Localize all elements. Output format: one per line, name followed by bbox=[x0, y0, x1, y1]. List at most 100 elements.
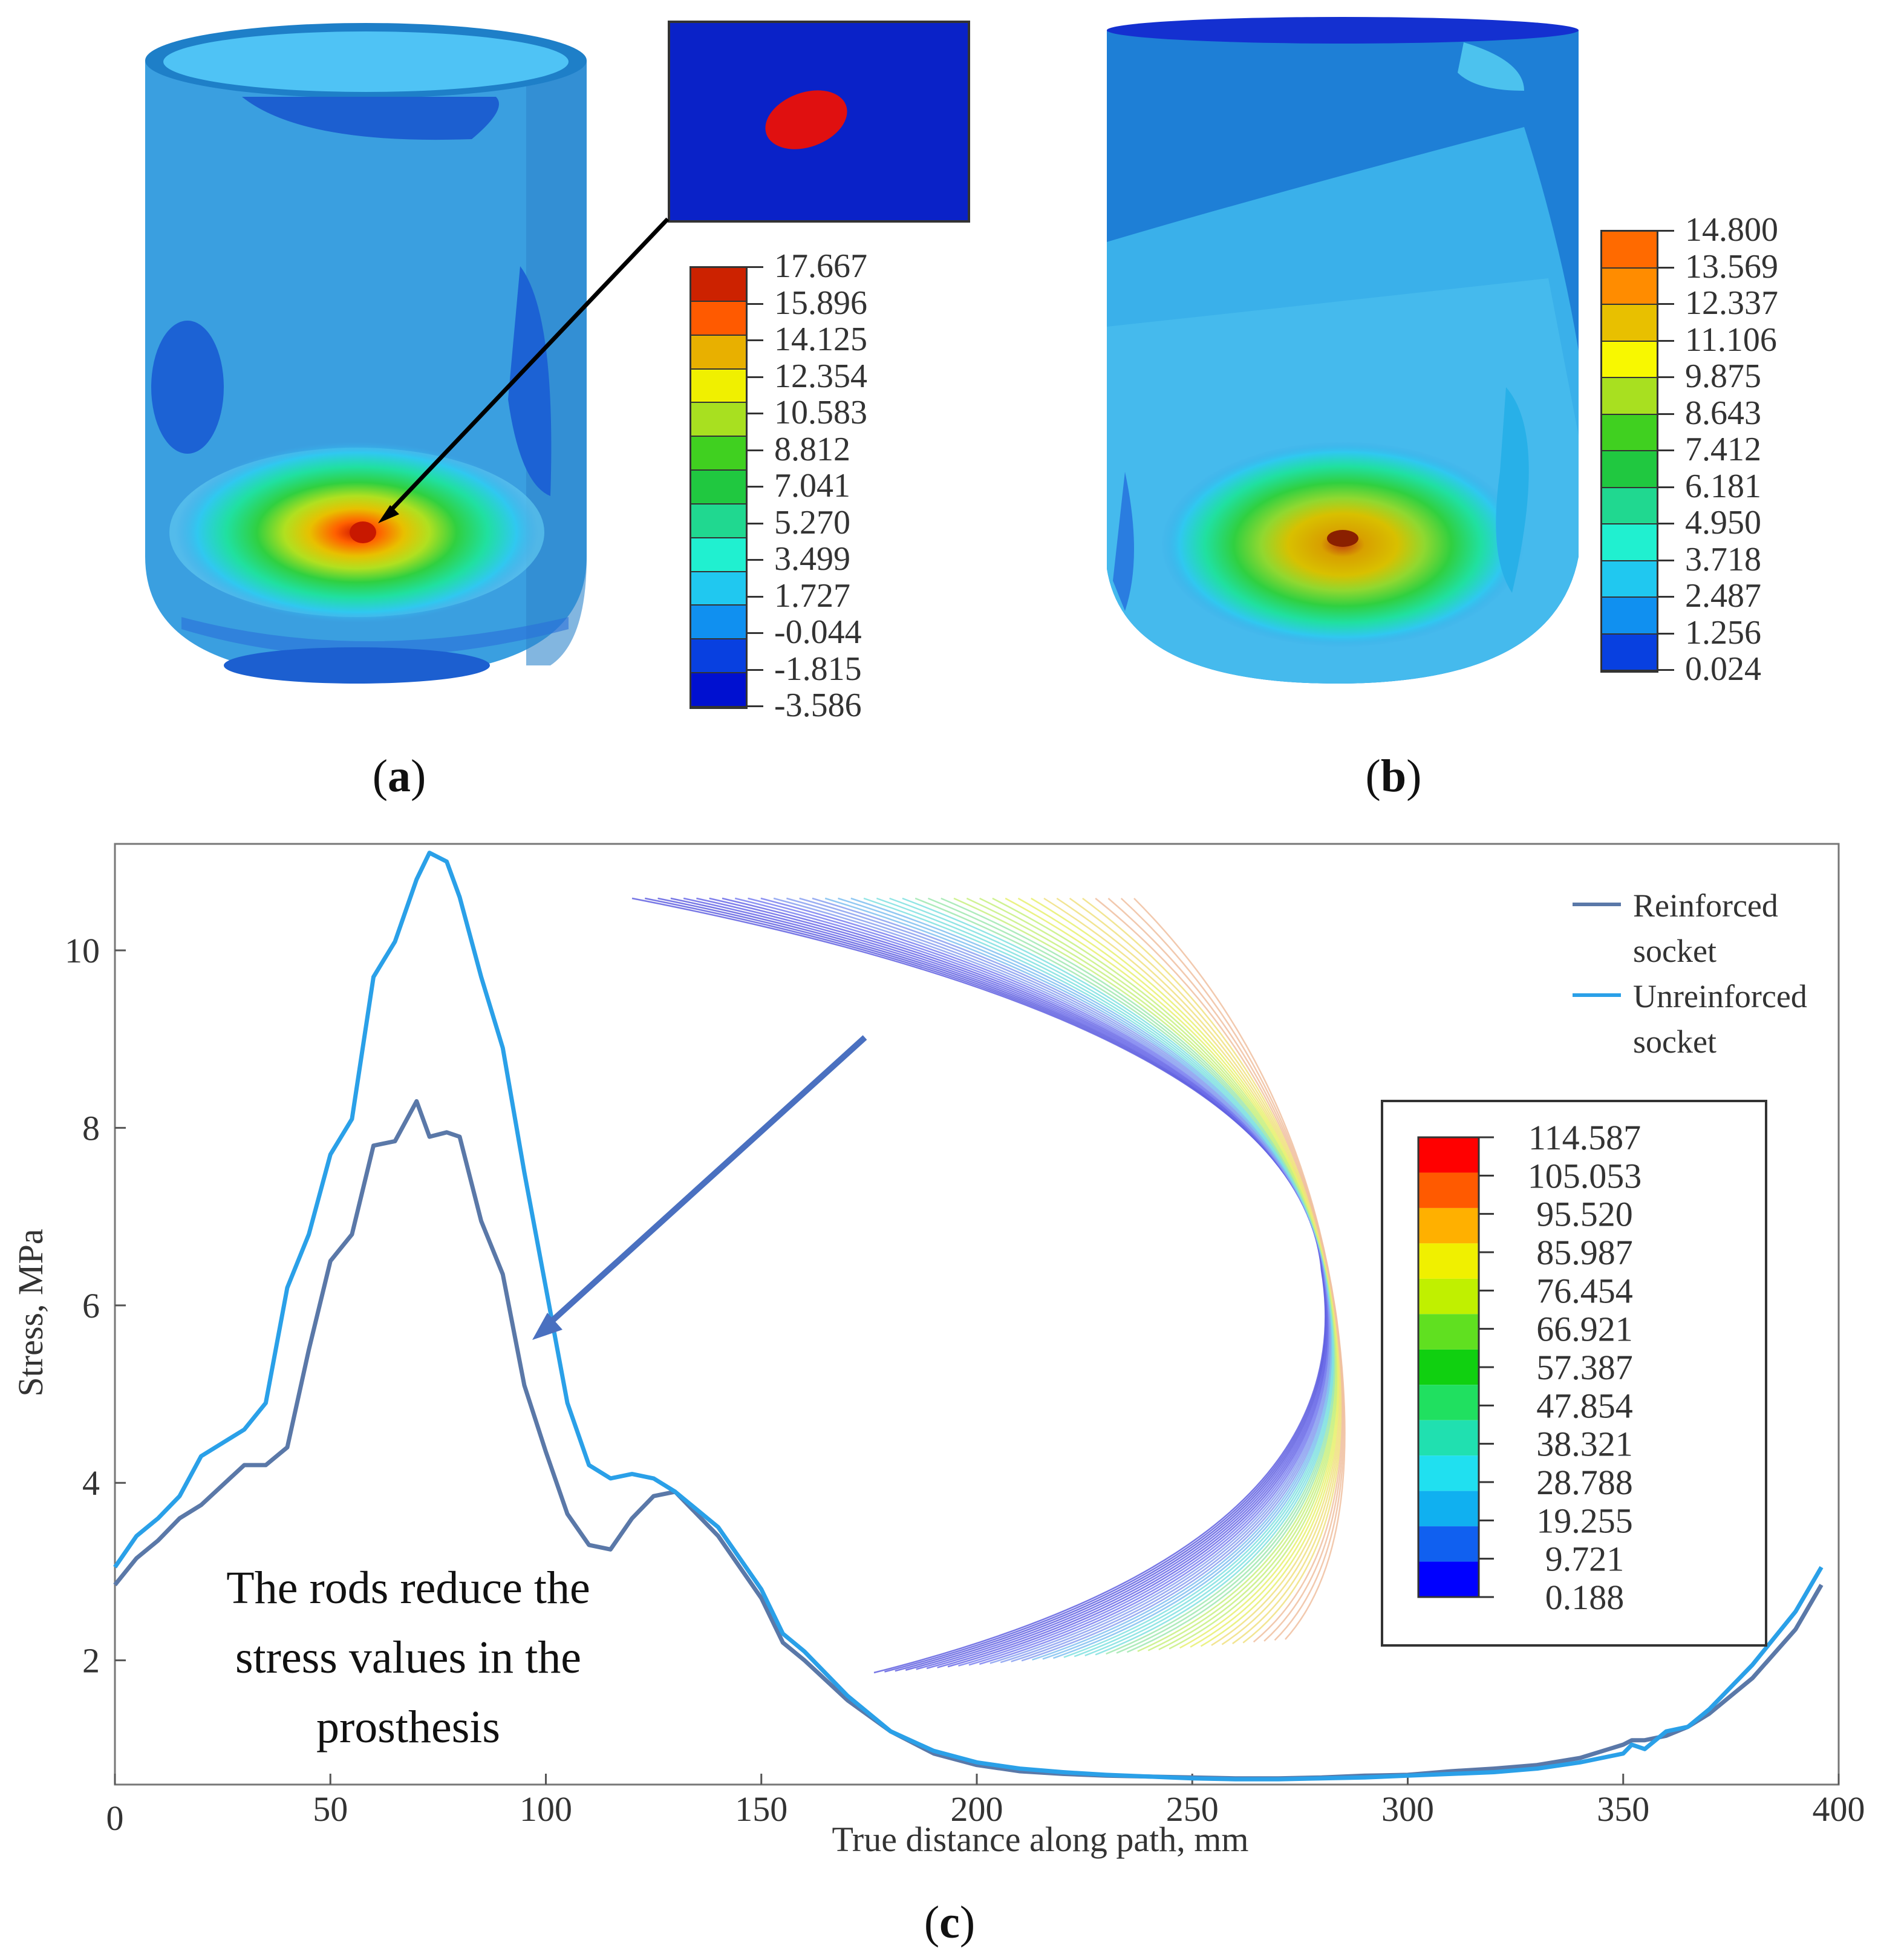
reduction-arrow-head bbox=[532, 1313, 562, 1340]
legend-b-tick bbox=[1658, 486, 1674, 488]
legend-a-tick bbox=[748, 486, 763, 488]
legend-a-value: 5.270 bbox=[774, 503, 850, 541]
x-axis-label: True distance along path, mm bbox=[832, 1820, 1249, 1859]
x-tick-label: 150 bbox=[735, 1789, 787, 1829]
legend-label-unreinforced-1: Unreinforced bbox=[1633, 978, 1807, 1014]
legend-a-value: 12.354 bbox=[774, 357, 867, 395]
legend-b-value: 12.337 bbox=[1685, 284, 1778, 322]
x-tick-label: 200 bbox=[951, 1789, 1003, 1829]
chart-series bbox=[113, 851, 1824, 1782]
legend-a-value: 10.583 bbox=[774, 394, 867, 431]
legend-c-color-segment bbox=[1418, 1526, 1479, 1562]
legend-b-value: 14.800 bbox=[1685, 211, 1778, 249]
legend-a-color-segment bbox=[691, 639, 746, 674]
annotation-line-3: prosthesis bbox=[316, 1702, 500, 1753]
stress-chart: 0 50 100 150 200 250 300 350 400 2 4 6 8 10 The rods … bbox=[11, 843, 1865, 1859]
legend-a-color-segment bbox=[691, 437, 746, 471]
legend-a-tick bbox=[748, 705, 763, 707]
legend-c-color-segment bbox=[1418, 1349, 1479, 1385]
x-tick-label: 350 bbox=[1597, 1789, 1649, 1829]
legend-c-color-segment bbox=[1418, 1420, 1479, 1456]
socket-a-model bbox=[145, 23, 587, 684]
legend-c-value: 57.387 bbox=[1536, 1348, 1633, 1387]
legend-b-color-segment bbox=[1602, 524, 1657, 561]
legend-b-tick bbox=[1658, 669, 1674, 671]
legend-b-tick bbox=[1658, 596, 1674, 598]
y-axis-label: Stress, MPa bbox=[11, 1229, 50, 1396]
legend-c-color-segment bbox=[1418, 1455, 1479, 1491]
legend-b-tick bbox=[1658, 303, 1674, 305]
legend-c-value: 28.788 bbox=[1536, 1463, 1633, 1502]
legend-b-value: 9.875 bbox=[1685, 358, 1761, 395]
legend-a-value: 3.499 bbox=[774, 540, 850, 578]
reduction-arrow bbox=[542, 1035, 867, 1330]
series-reinforced-line bbox=[113, 1099, 1824, 1781]
y-tick-label: 2 bbox=[82, 1641, 100, 1681]
legend-a-value: 8.812 bbox=[774, 430, 850, 468]
legend-a-tick bbox=[748, 266, 763, 268]
legend-b-color-segment bbox=[1602, 451, 1657, 488]
legend-label-unreinforced-2: socket bbox=[1633, 1024, 1716, 1060]
legend-c-value: 9.721 bbox=[1545, 1540, 1625, 1579]
legend-b-tick bbox=[1658, 449, 1674, 451]
legend-a-tick bbox=[748, 339, 763, 341]
legend-a-color-segment bbox=[691, 538, 746, 572]
legend-a: 17.667 15.896 14.125 12.354 10.583 8.812 7.041… bbox=[689, 249, 931, 722]
legend-a-value: -1.815 bbox=[774, 650, 862, 688]
panel-a-label: (a) bbox=[372, 751, 426, 802]
socket-b-model bbox=[1107, 17, 1579, 684]
legend-a-color-segment bbox=[691, 504, 746, 538]
callout-arrow bbox=[378, 217, 670, 523]
legend-a-color-segment bbox=[691, 335, 746, 370]
legend-c-value: 66.921 bbox=[1536, 1310, 1633, 1349]
legend-a-value: 14.125 bbox=[774, 321, 867, 358]
legend-c-color-segment bbox=[1418, 1137, 1479, 1173]
legend-c-color-segment bbox=[1418, 1243, 1479, 1279]
panel-b-label: (b) bbox=[1365, 751, 1422, 802]
legend-a-color-segment bbox=[691, 301, 746, 336]
legend-a-tick bbox=[748, 376, 763, 378]
x-tick-label: 50 bbox=[313, 1789, 348, 1829]
legend-b-value: 8.643 bbox=[1685, 394, 1761, 432]
legend-c-color-segment bbox=[1418, 1207, 1479, 1244]
legend-c-value: 105.053 bbox=[1528, 1156, 1642, 1195]
legend-b-color-segment bbox=[1602, 488, 1657, 524]
legend-c-value: 19.255 bbox=[1536, 1501, 1633, 1540]
legend-b-value: 2.487 bbox=[1685, 577, 1761, 615]
legend-label-reinforced-1: Reinforced bbox=[1633, 887, 1778, 924]
legend-a-color-segment bbox=[691, 606, 746, 640]
rod-curve bbox=[1133, 898, 1346, 1640]
legend-b-tick bbox=[1658, 559, 1674, 561]
legend-c-color-segment bbox=[1418, 1385, 1479, 1420]
legend-c-value: 85.987 bbox=[1536, 1233, 1633, 1272]
y-tick-label: 6 bbox=[82, 1286, 100, 1325]
legend-c-value: 95.520 bbox=[1536, 1195, 1633, 1234]
legend-label-reinforced-2: socket bbox=[1633, 933, 1716, 969]
legend-b-colorbar bbox=[1600, 230, 1658, 673]
legend-b-color-segment bbox=[1602, 634, 1657, 671]
legend-b-color-segment bbox=[1602, 378, 1657, 415]
legend-b-value: 4.950 bbox=[1685, 504, 1761, 541]
legend-b-value: 7.412 bbox=[1685, 431, 1761, 468]
rod-fan-model bbox=[631, 897, 1346, 1674]
legend-a-value: -3.586 bbox=[774, 687, 862, 724]
legend-b-tick bbox=[1658, 376, 1674, 378]
legend-a-color-segment bbox=[691, 403, 746, 437]
legend-c-value: 47.854 bbox=[1536, 1386, 1633, 1425]
legend-c-value: 76.454 bbox=[1536, 1271, 1633, 1310]
legend-b-value: 13.569 bbox=[1685, 247, 1778, 286]
legend-b-value: 6.181 bbox=[1685, 467, 1761, 505]
legend-a-color-segment bbox=[691, 369, 746, 403]
legend-a-tick bbox=[748, 559, 763, 561]
legend-b-value: 3.718 bbox=[1685, 540, 1761, 578]
legend-b-tick bbox=[1658, 413, 1674, 415]
annotation-line-2: stress values in the bbox=[235, 1632, 581, 1683]
legend-a-tick bbox=[748, 413, 763, 414]
x-tick-label: 300 bbox=[1381, 1789, 1434, 1829]
zoom-inset bbox=[668, 21, 970, 223]
legend-a-value: 1.727 bbox=[774, 577, 850, 615]
legend-a-color-segment bbox=[691, 673, 746, 707]
legend-c: 114.587105.05395.52085.98776.45466.92157… bbox=[1417, 1118, 1642, 1617]
y-tick-label: 8 bbox=[82, 1108, 100, 1148]
series-unreinforced-line bbox=[113, 851, 1824, 1782]
